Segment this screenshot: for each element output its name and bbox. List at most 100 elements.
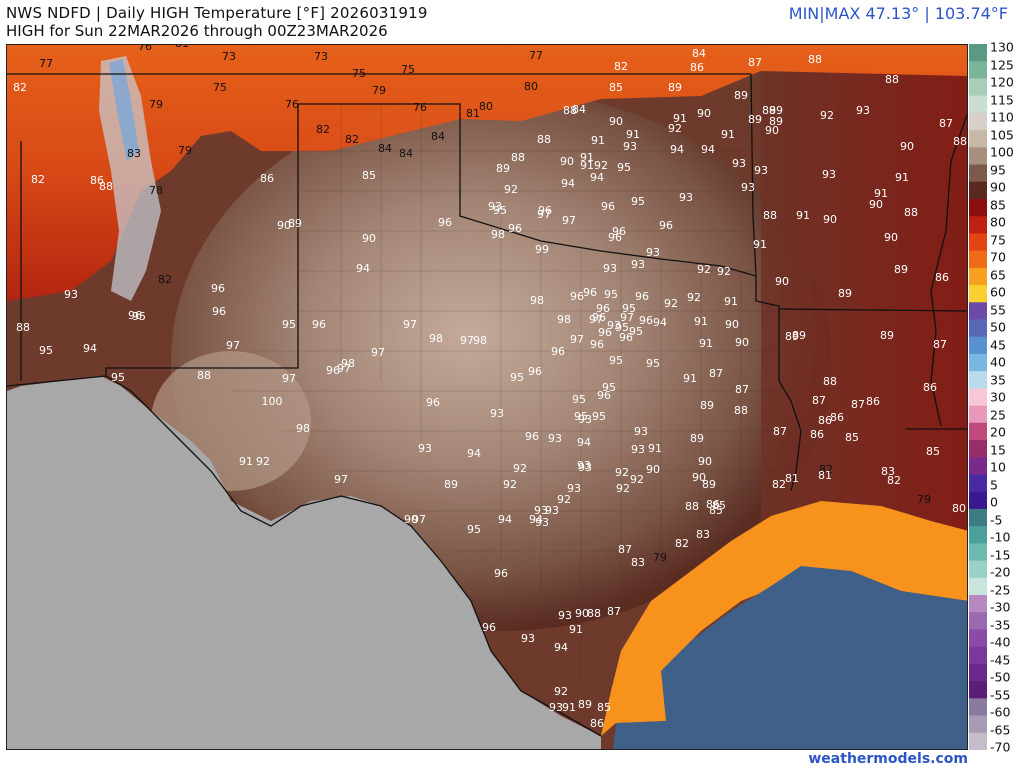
temp-label: 93 bbox=[64, 288, 78, 301]
color-scale-segment bbox=[969, 285, 987, 303]
color-scale-segment bbox=[969, 44, 987, 62]
temp-label: 97 bbox=[620, 311, 634, 324]
color-scale-label: 10 bbox=[990, 459, 1006, 475]
map-subtitle: HIGH for Sun 22MAR2026 through 00Z23MAR2… bbox=[6, 22, 388, 40]
temp-label: 92 bbox=[616, 482, 630, 495]
temp-label: 90 bbox=[725, 318, 739, 331]
temp-label: 93 bbox=[549, 701, 563, 714]
temp-label: 77 bbox=[39, 57, 53, 70]
temp-label: 79 bbox=[653, 551, 667, 564]
temp-label: 94 bbox=[356, 262, 370, 275]
temp-label: 98 bbox=[557, 313, 571, 326]
temp-label: 93 bbox=[856, 104, 870, 117]
color-scale-label: -25 bbox=[990, 582, 1011, 597]
temp-label: 93 bbox=[577, 459, 591, 472]
temp-label: 97 bbox=[460, 334, 474, 347]
temp-label: 84 bbox=[399, 147, 413, 160]
temp-label: 98 bbox=[491, 228, 505, 241]
temp-label: 97 bbox=[337, 362, 351, 375]
color-scale-labels: 130 125 120 115 110 105 100 95 90 85 80 75 70 65 60 55 5… bbox=[990, 40, 1024, 755]
temp-label: 96 bbox=[326, 364, 340, 377]
color-scale-bar bbox=[969, 44, 987, 751]
temp-label: 98 bbox=[429, 332, 443, 345]
color-scale-label: -35 bbox=[990, 617, 1011, 632]
color-scale-label: 100 bbox=[990, 144, 1014, 160]
temp-label: 92 bbox=[594, 159, 608, 172]
texas-nm-border bbox=[105, 104, 299, 376]
temp-label: 86 bbox=[810, 428, 824, 441]
temp-label: 84 bbox=[692, 47, 706, 60]
temp-label: 80 bbox=[479, 100, 493, 113]
temp-label: 87 bbox=[773, 425, 787, 438]
color-scale-label: -60 bbox=[990, 704, 1011, 720]
temp-label: 85 bbox=[362, 169, 376, 182]
temp-label: 90 bbox=[735, 336, 749, 349]
temp-label: 75 bbox=[213, 81, 227, 94]
temp-label: 88 bbox=[16, 321, 30, 334]
temp-label: 92 bbox=[820, 109, 834, 122]
temp-label: 100 bbox=[262, 395, 283, 408]
credit-text[interactable]: weathermodels.com bbox=[808, 751, 968, 767]
color-scale-label: 65 bbox=[990, 267, 1006, 282]
temp-label: 93 bbox=[521, 632, 535, 645]
oklahoma-arkansas-border bbox=[750, 73, 757, 277]
color-scale-segment bbox=[969, 732, 987, 751]
temp-label: 93 bbox=[646, 246, 660, 259]
temp-label: 93 bbox=[754, 164, 768, 177]
color-scale-label: -5 bbox=[990, 512, 1003, 527]
color-scale-segment bbox=[969, 267, 987, 286]
color-scale-label: 85 bbox=[990, 197, 1006, 212]
temp-label: 97 bbox=[282, 372, 296, 385]
color-scale-segment bbox=[969, 491, 987, 510]
temp-label: 97 bbox=[412, 513, 426, 526]
color-scale-segment bbox=[969, 698, 987, 717]
color-scale-label: -15 bbox=[990, 547, 1011, 562]
temp-label: 95 bbox=[111, 371, 125, 384]
temp-label: 93 bbox=[578, 461, 592, 474]
temp-label: 86 bbox=[830, 411, 844, 424]
temp-label: 93 bbox=[631, 258, 645, 271]
temp-label: 93 bbox=[490, 407, 504, 420]
temp-label: 89 bbox=[700, 399, 714, 412]
temp-label: 88 bbox=[685, 500, 699, 513]
gulf-water bbox=[613, 566, 967, 749]
color-scale-segment bbox=[969, 577, 987, 596]
color-scale-segment bbox=[969, 526, 987, 544]
temp-label: 88 bbox=[885, 73, 899, 86]
temp-label: 83 bbox=[127, 147, 141, 160]
temp-label: 91 bbox=[721, 128, 735, 141]
grid-v bbox=[340, 104, 742, 681]
temp-label: 76 bbox=[285, 98, 299, 111]
temp-label: 95 bbox=[467, 523, 481, 536]
color-scale-label: -70 bbox=[990, 739, 1011, 755]
temp-label: 89 bbox=[444, 478, 458, 491]
temp-label: 87 bbox=[618, 543, 632, 556]
rockies-cold-core bbox=[109, 59, 139, 161]
arkansas-louisiana-border bbox=[778, 308, 967, 312]
temp-label: 89 bbox=[702, 478, 716, 491]
temp-label: 86 bbox=[590, 717, 604, 730]
temp-label: 95 bbox=[615, 321, 629, 334]
temp-label: 93 bbox=[741, 181, 755, 194]
temp-label: 95 bbox=[510, 371, 524, 384]
color-scale-label: 25 bbox=[990, 407, 1006, 422]
temp-label: 75 bbox=[401, 63, 415, 76]
temp-label: 89 bbox=[894, 263, 908, 276]
temp-label: 86 bbox=[818, 414, 832, 427]
temp-label: 90 bbox=[698, 455, 712, 468]
temp-label: 84 bbox=[572, 103, 586, 116]
color-scale-label: 80 bbox=[990, 214, 1006, 230]
temp-label: 88 bbox=[734, 404, 748, 417]
temperature-map[interactable]: 7776817373778487888275758286887579808589… bbox=[6, 44, 968, 750]
temp-label: 88 bbox=[823, 375, 837, 388]
grid-h bbox=[231, 150, 801, 552]
temp-label: 93 bbox=[567, 482, 581, 495]
color-scale-label: 105 bbox=[990, 127, 1014, 142]
temp-label: 96 bbox=[551, 345, 565, 358]
temp-label: 78 bbox=[149, 184, 163, 197]
temp-label: 89 bbox=[578, 698, 592, 711]
temp-label: 95 bbox=[602, 381, 616, 394]
temp-label: 95 bbox=[609, 354, 623, 367]
color-scale-label: -20 bbox=[990, 564, 1011, 580]
north-cooler-band bbox=[7, 45, 967, 301]
